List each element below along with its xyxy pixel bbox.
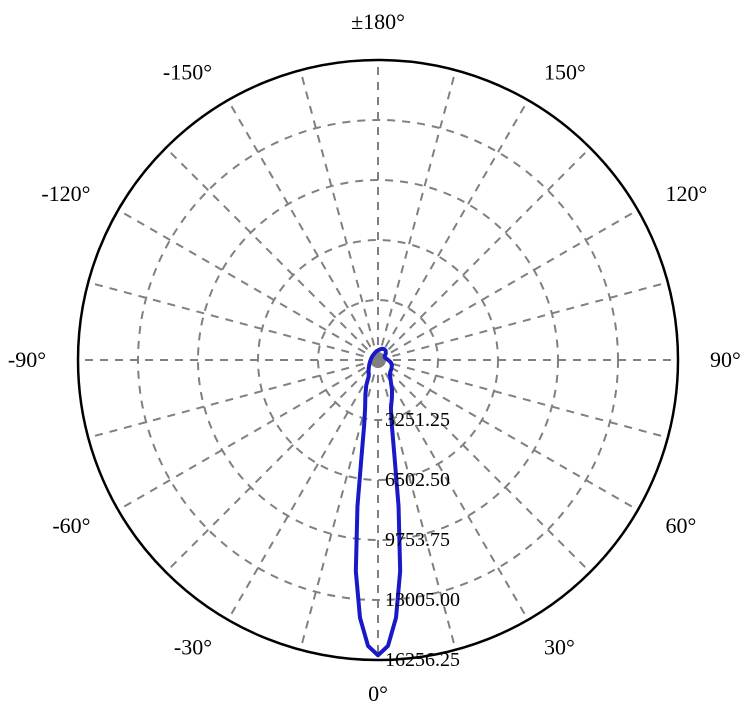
angle-label: -120° [41, 181, 90, 206]
polar-chart: 3251.25 6502.50 9753.75 13005.00 16256.25 0° 3… [0, 0, 755, 715]
angle-label: 60° [666, 513, 697, 538]
angle-label: -60° [52, 513, 90, 538]
angle-label: 150° [544, 59, 586, 84]
angle-label: -90° [8, 347, 46, 372]
radial-label: 16256.25 [385, 649, 460, 671]
radial-label: 9753.75 [385, 529, 450, 551]
angle-label: -30° [174, 635, 212, 660]
angle-label: 0° [368, 681, 388, 706]
angle-label: -150° [163, 59, 212, 84]
angle-label: 30° [544, 635, 575, 660]
radial-label: 3251.25 [385, 409, 450, 431]
angle-label: ±180° [351, 9, 405, 34]
angle-label: 90° [710, 347, 741, 372]
radial-label: 6502.50 [385, 469, 450, 491]
radial-label: 13005.00 [385, 589, 460, 611]
angle-label: 120° [666, 181, 708, 206]
